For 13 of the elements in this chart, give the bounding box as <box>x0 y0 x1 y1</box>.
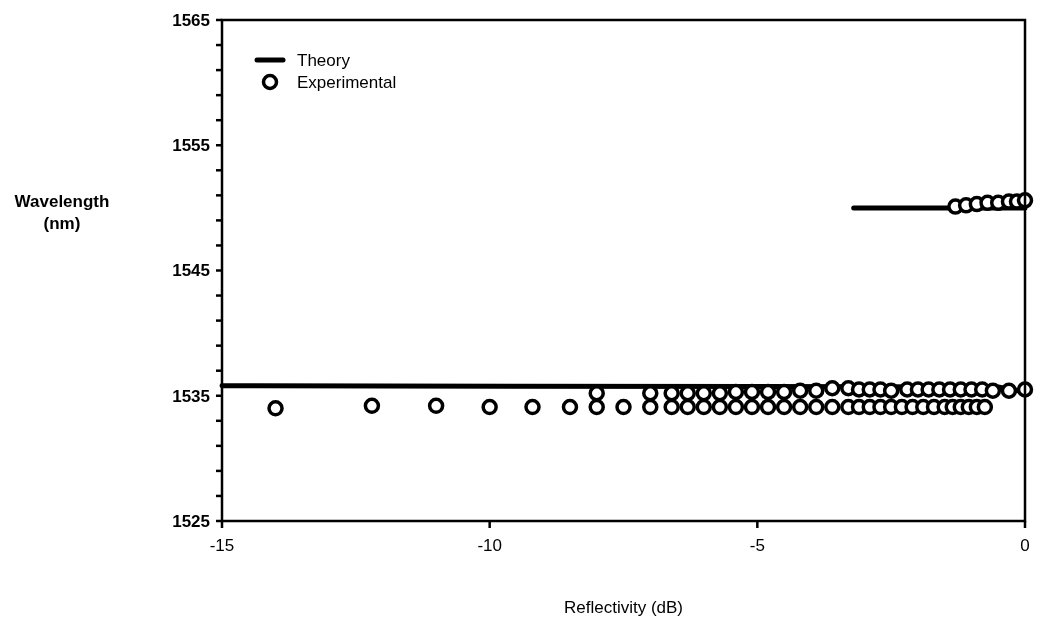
x-tick-label: -10 <box>477 536 502 555</box>
legend-label: Experimental <box>297 72 397 92</box>
legend-label: Theory <box>297 50 351 70</box>
y-tick-label: 1545 <box>172 261 210 281</box>
y-tick-label: 1535 <box>172 386 210 406</box>
x-tick-label: -5 <box>749 536 765 555</box>
y-tick-label: 1565 <box>172 10 210 30</box>
y-axis-title: Wavelength (nm) <box>14 192 110 233</box>
y-tick-label: 1525 <box>172 511 210 531</box>
x-tick-label: 0 <box>1020 536 1030 555</box>
x-tick-label: -15 <box>209 536 235 555</box>
y-tick-label: 1555 <box>172 136 210 156</box>
x-axis-title: Reflectivity (dB) <box>563 598 684 617</box>
